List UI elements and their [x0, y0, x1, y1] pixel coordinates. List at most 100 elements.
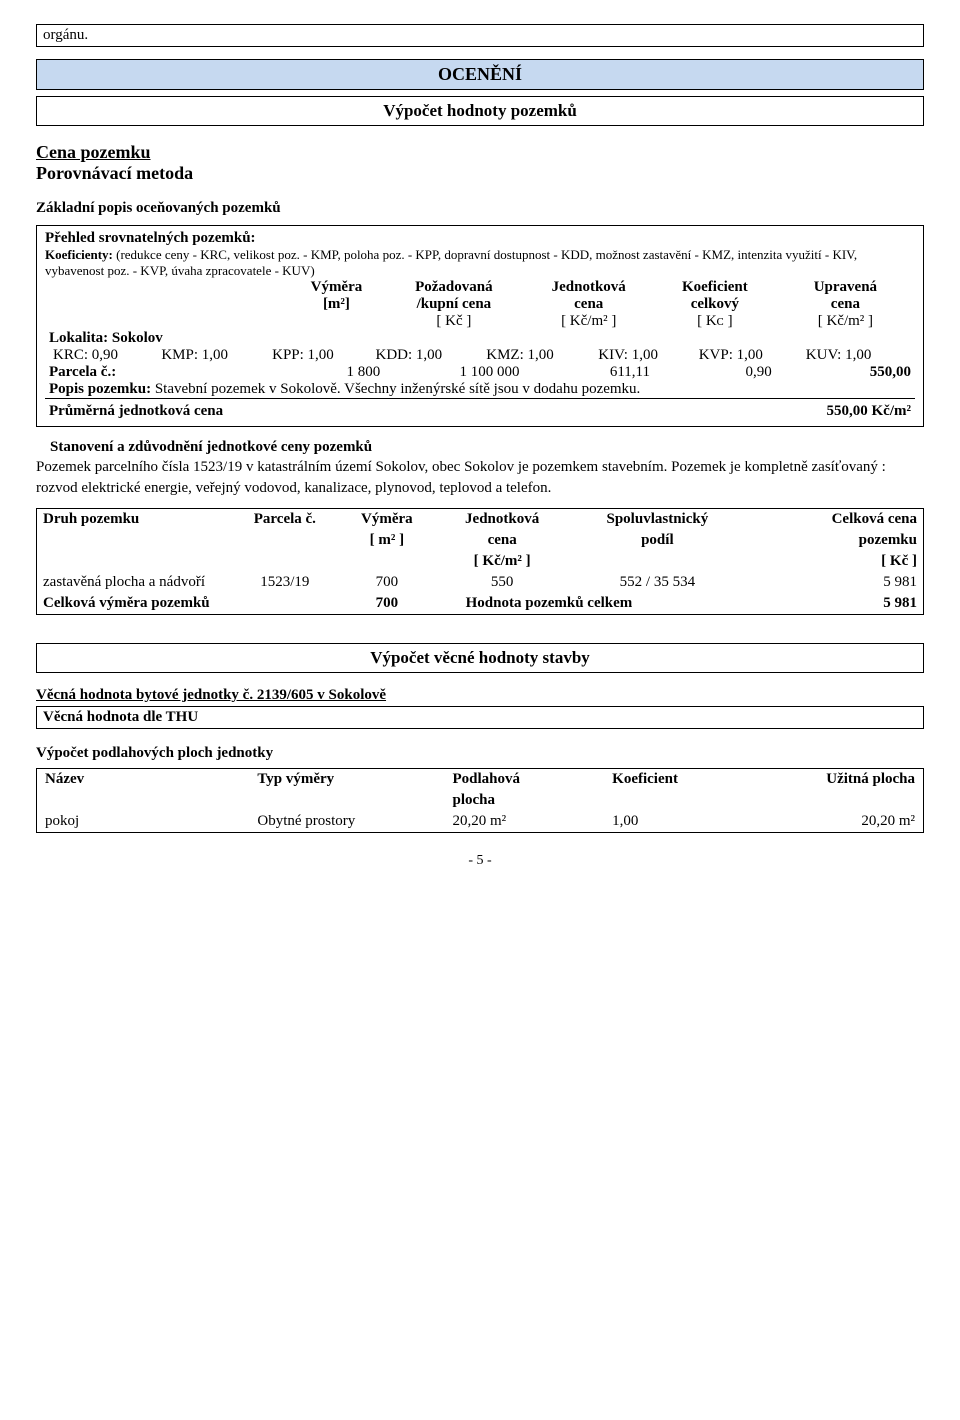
pr-plocha: 20,20 m² [445, 811, 605, 833]
hdr-pozadovana-u2: [ Kč ] [384, 313, 523, 330]
krc: KRC: 0,90 [49, 347, 157, 364]
popis-label: Popis pozemku: [49, 381, 151, 397]
koef-values-row: KRC: 0,90 KMP: 1,00 KPP: 1,00 KDD: 1,00 … [45, 347, 915, 364]
hdr-koef-u: celkový [654, 296, 776, 313]
compare-header-row-2: [m²] /kupní cena cena celkový cena [45, 296, 915, 313]
compare-header-row-1: Výměra Požadovaná Jednotková Koeficient … [45, 279, 915, 296]
lokalita-label: Lokalita: Sokolov [45, 330, 915, 347]
ld-vymera: 700 [338, 572, 436, 593]
lh-vymera-u: [ m² ] [338, 530, 436, 551]
pr-koef: 1,00 [604, 811, 746, 833]
kiv: KIV: 1,00 [594, 347, 694, 364]
hdr-upravena-u2: [ Kč/m² ] [776, 313, 915, 330]
oceneni-heading: OCENĚNÍ [36, 59, 924, 90]
lt-hodnota-label: Hodnota pozemků celkem [436, 593, 746, 615]
koef-label: Koeficienty: [45, 247, 113, 262]
parcel-vymera: 1 800 [289, 364, 385, 381]
ph-nazev: Název [37, 768, 250, 790]
top-fragment-text: orgánu. [43, 27, 88, 43]
kvp: KVP: 1,00 [695, 347, 802, 364]
koef-subtable: KRC: 0,90 KMP: 1,00 KPP: 1,00 KDD: 1,00 … [49, 347, 911, 364]
ld-spol: 552 / 35 534 [569, 572, 746, 593]
popis-row: Popis pozemku: Stavební pozemek v Sokolo… [45, 381, 915, 399]
ld-jedn: 550 [436, 572, 569, 593]
pr-uzitna: 20,20 m² [746, 811, 923, 833]
parcel-data-row: Parcela č.: 1 800 1 100 000 611,11 0,90 … [45, 364, 915, 381]
compare-table: Výměra Požadovaná Jednotková Koeficient … [45, 279, 915, 420]
hdr-pozadovana: Požadovaná [384, 279, 523, 296]
hdr-pozadovana-u: /kupní cena [384, 296, 523, 313]
hdr-upravena: Upravená [776, 279, 915, 296]
parcel-jedn: 611,11 [523, 364, 654, 381]
comparison-block: Přehled srovnatelných pozemků: Koeficien… [36, 225, 924, 427]
lh-spol2: podíl [569, 530, 746, 551]
hdr-vymera: Výměra [289, 279, 385, 296]
avg-value: 550,00 Kč/m² [523, 399, 915, 421]
pr-typ: Obytné prostory [249, 811, 444, 833]
vecna-hodnota-thu-text: Věcná hodnota dle THU [43, 709, 198, 725]
hdr-koef-u2: [ Kᴄ ] [654, 313, 776, 330]
vypocet-pozemku-heading: Výpočet hodnoty pozemků [36, 96, 924, 126]
koeficienty-line: Koeficienty: (redukce ceny - KRC, veliko… [45, 247, 915, 279]
avg-row: Průměrná jednotková cena 550,00 Kč/m² [45, 399, 915, 421]
plocha-header-row-1: Název Typ výměry Podlahová Koeficient Už… [37, 768, 924, 790]
ld-druh: zastavěná plocha a nádvoří [37, 572, 232, 593]
parcel-label: Parcela č.: [45, 364, 289, 381]
land-table: Druh pozemku Parcela č. Výměra Jednotkov… [36, 508, 924, 615]
lh-druh: Druh pozemku [37, 508, 232, 530]
ld-celk: 5 981 [746, 572, 923, 593]
ph-podlahova2: plocha [445, 790, 605, 811]
ph-koef: Koeficient [604, 768, 746, 790]
lh-spol: Spoluvlastnický [569, 508, 746, 530]
land-data-row: zastavěná plocha a nádvoří 1523/19 700 5… [37, 572, 924, 593]
plocha-header-row-2: plocha [37, 790, 924, 811]
hdr-upravena-u: cena [776, 296, 915, 313]
kuv: KUV: 1,00 [802, 347, 911, 364]
hdr-koef: Koeficient [654, 279, 776, 296]
lt-label: Celková výměra pozemků [37, 593, 339, 615]
stanoveni-text: Pozemek parcelního čísla 1523/19 v katas… [36, 459, 886, 495]
land-total-row: Celková výměra pozemků 700 Hodnota pozem… [37, 593, 924, 615]
prehled-heading: Přehled srovnatelných pozemků: [45, 230, 915, 247]
hdr-jednotkova: Jednotková [523, 279, 654, 296]
page-number: - 5 - [36, 853, 924, 869]
vecna-hodnota-thu-box: Věcná hodnota dle THU [36, 706, 924, 729]
lh-jedn: Jednotková [436, 508, 569, 530]
pr-nazev: pokoj [37, 811, 250, 833]
kmz: KMZ: 1,00 [482, 347, 594, 364]
kpp: KPP: 1,00 [268, 347, 371, 364]
vypocet-stavby-text: Výpočet věcné hodnoty stavby [370, 648, 590, 667]
vecna-hodnota-line: Věcná hodnota bytové jednotky č. 2139/60… [36, 687, 924, 704]
podlahove-heading: Výpočet podlahových ploch jednotky [36, 745, 924, 762]
kdd: KDD: 1,00 [371, 347, 482, 364]
cena-pozemku-label: Cena pozemku [36, 142, 924, 163]
lh-celk-u: [ Kč ] [746, 551, 923, 572]
kmp: KMP: 1,00 [157, 347, 268, 364]
lh-celk2: pozemku [746, 530, 923, 551]
hdr-jednotkova-u2: [ Kč/m² ] [523, 313, 654, 330]
land-header-row-1: Druh pozemku Parcela č. Výměra Jednotkov… [37, 508, 924, 530]
top-fragment-box: orgánu. [36, 24, 924, 47]
lh-jedn-u: [ Kč/m² ] [436, 551, 569, 572]
lh-celk: Celková cena [746, 508, 923, 530]
vypocet-stavby-heading: Výpočet věcné hodnoty stavby [36, 643, 924, 673]
stanoveni-block: Stanovení a zdůvodnění jednotkové ceny p… [36, 437, 924, 498]
lokalita-row: Lokalita: Sokolov [45, 330, 915, 347]
parcel-koef: 0,90 [654, 364, 776, 381]
stanoveni-heading: Stanovení a zdůvodnění jednotkové ceny p… [36, 439, 372, 455]
plocha-data-row: pokoj Obytné prostory 20,20 m² 1,00 20,2… [37, 811, 924, 833]
oceneni-heading-text: OCENĚNÍ [438, 64, 522, 84]
zakladni-popis-heading: Základní popis oceňovaných pozemků [36, 200, 924, 217]
ld-parcela: 1523/19 [232, 572, 338, 593]
lh-jedn2: cena [436, 530, 569, 551]
parcel-upr: 550,00 [776, 364, 915, 381]
vypocet-pozemku-text: Výpočet hodnoty pozemků [383, 101, 577, 120]
lt-vymera: 700 [338, 593, 436, 615]
koef-rest: (redukce ceny - KRC, velikost poz. - KMP… [45, 247, 857, 278]
parcel-kupni: 1 100 000 [384, 364, 523, 381]
ph-uzitna: Užitná plocha [746, 768, 923, 790]
metoda-label: Porovnávací metoda [36, 163, 924, 184]
lh-parcela: Parcela č. [232, 508, 338, 530]
ph-typ: Typ výměry [249, 768, 444, 790]
compare-header-row-3: [ Kč ] [ Kč/m² ] [ Kᴄ ] [ Kč/m² ] [45, 313, 915, 330]
